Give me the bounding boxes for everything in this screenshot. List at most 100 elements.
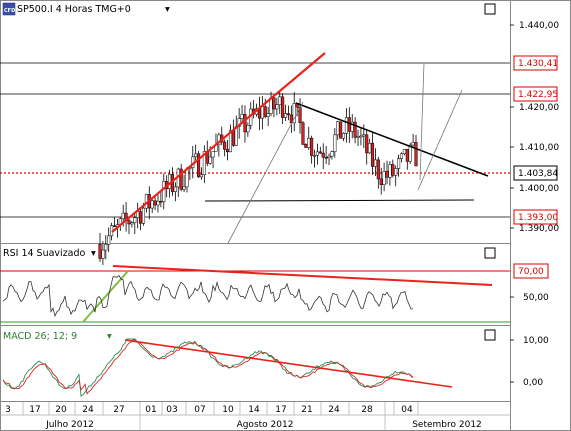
value-axis: 1.440,00 1.420,00 1.410,00 1.400,00 1.390,00… (510, 21, 559, 388)
macd-resistance-trendline (124, 339, 453, 388)
candle-body (263, 106, 267, 117)
macd-axis-label: 10,00 (523, 336, 549, 346)
candle-body (104, 244, 108, 251)
candle-body (208, 156, 212, 164)
candle-body (365, 134, 369, 154)
candle-body (289, 114, 293, 124)
price-panel[interactable] (0, 0, 511, 244)
candle-body (194, 153, 198, 158)
time-axis-day-label: 27 (113, 405, 124, 415)
rsi-dropdown-icon[interactable]: ▾ (91, 248, 96, 259)
candle-body (353, 121, 357, 138)
price-level-label: 1.393,00 (518, 213, 558, 223)
time-axis-grid (0, 402, 510, 431)
time-axis-day-label: 24 (328, 405, 340, 415)
candle-body (127, 220, 131, 225)
candle-body (185, 168, 189, 188)
macd-trendline[interactable] (124, 339, 453, 388)
candle-body (197, 153, 201, 178)
candle-body (324, 156, 328, 159)
rsi-line (2, 274, 414, 318)
candle-body (133, 217, 137, 223)
candle-body (336, 121, 340, 136)
time-axis-day-label: 17 (275, 405, 286, 415)
candle-body (310, 137, 314, 156)
candle-body (307, 137, 311, 148)
macd-signal-line (2, 339, 414, 395)
descending-resistance-line (295, 102, 489, 177)
candle-body (312, 154, 317, 157)
candle-body (341, 133, 346, 139)
rsi-levels (0, 265, 510, 323)
price-axis-label: 1.390,00 (519, 224, 559, 234)
price-level-box (513, 86, 558, 102)
candle-body (231, 130, 235, 146)
symbol-badge-text: CFD (4, 8, 15, 14)
time-axis-day-label: 20 (55, 405, 67, 415)
rsi-title: RSI 14 Suavizado (3, 248, 86, 259)
price-level-box (513, 165, 558, 181)
candle-body (260, 106, 264, 119)
time-axis-day-label: 21 (301, 405, 312, 415)
candlestick-series (98, 91, 418, 265)
candle-body (130, 222, 134, 225)
symbol-badge[interactable]: CFD (2, 2, 16, 16)
candle-body (347, 117, 351, 132)
rsi-panel-maximize-button[interactable] (484, 247, 496, 259)
price-level-label: 1.430,41 (518, 59, 558, 69)
candle-body (301, 122, 305, 145)
candle-body (162, 181, 166, 202)
price-axis-label: 1.440,00 (519, 21, 559, 31)
price-axis-label: 1.420,00 (519, 103, 559, 113)
candle-body (153, 200, 157, 206)
price-axis-label: 1.410,00 (519, 143, 559, 153)
candle-body (202, 151, 206, 176)
main-title-dropdown-icon[interactable]: ▾ (165, 4, 170, 15)
price-level-label: 1.403,84 (518, 169, 558, 179)
candle-body (182, 186, 186, 190)
candle-body (315, 151, 319, 156)
price-panel-maximize-button[interactable] (484, 3, 496, 15)
candle-body (379, 178, 383, 185)
candle-body (344, 117, 348, 134)
candle-body (228, 130, 233, 153)
candle-body (223, 141, 227, 150)
trendlines[interactable] (111, 52, 489, 244)
candle-body (112, 225, 117, 227)
price-level-label: 1.422,95 (518, 90, 558, 100)
macd-dropdown-icon[interactable]: ▾ (107, 331, 112, 342)
time-axis-day-label: 17 (29, 405, 40, 415)
rsi-resistance-trendline (112, 265, 493, 286)
candle-body (278, 96, 282, 105)
candle-body (156, 200, 160, 206)
candle-body (246, 125, 250, 133)
candle-body (414, 142, 418, 167)
time-axis-day-label: 07 (194, 405, 205, 415)
projection-line-gray (417, 89, 463, 191)
macd-panel-maximize-button[interactable] (484, 329, 496, 341)
candle-body (150, 200, 154, 209)
rsi-axis-label: 70,00 (518, 267, 544, 277)
candle-body (318, 151, 322, 154)
candle-body (281, 96, 285, 118)
time-axis-labels: 3 17 20 24 27 01 03 07 10 14 17 21 24 28 04 Julho 2012 A… (5, 405, 482, 430)
candle-body (385, 171, 389, 178)
time-axis-month-label: Julho 2012 (45, 420, 94, 430)
time-axis-day-label: 04 (401, 405, 413, 415)
candle-body (272, 97, 276, 110)
candle-body (333, 134, 337, 152)
candle-body (211, 151, 215, 158)
candle-body (121, 212, 125, 220)
candle-body (304, 144, 308, 148)
candle-body (330, 151, 334, 157)
time-axis-day-label: 28 (361, 405, 373, 415)
candle-body (321, 152, 325, 158)
candle-body (98, 243, 102, 259)
candle-body (243, 113, 247, 133)
candle-body (397, 158, 401, 169)
rsi-level-box (513, 263, 549, 279)
candle-body (411, 142, 415, 146)
candle-body (141, 207, 146, 224)
candle-body (226, 149, 230, 153)
